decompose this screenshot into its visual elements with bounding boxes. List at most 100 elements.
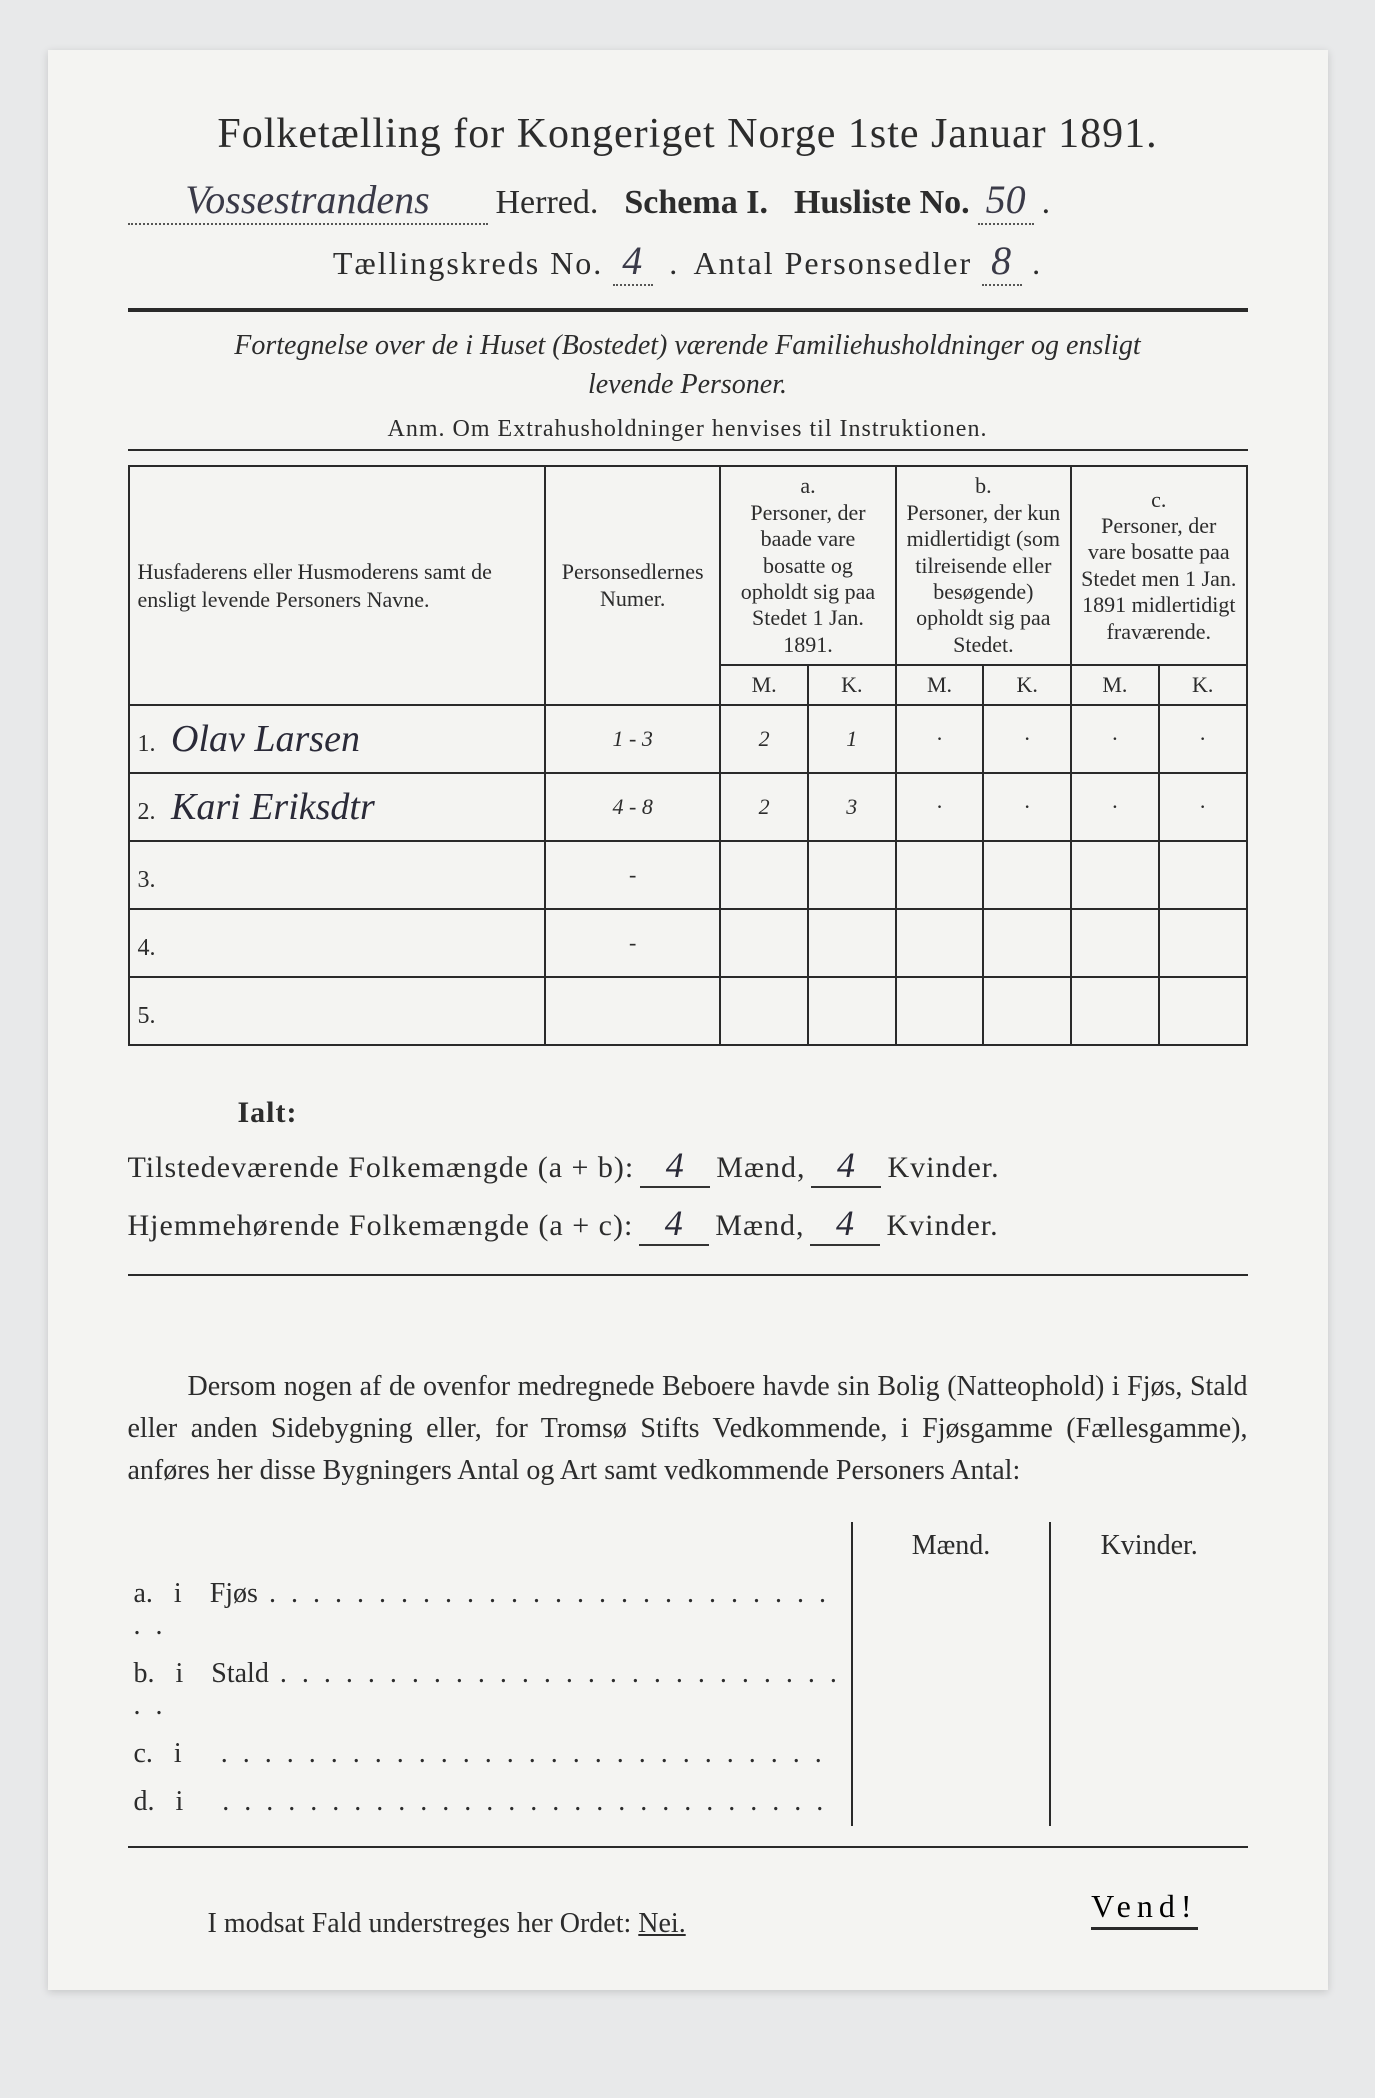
bldg-m [852,1650,1050,1730]
antal-dot: . [1032,245,1042,281]
cell-ak [808,841,896,909]
cell-cm [1071,909,1159,977]
cell-ck [1159,909,1247,977]
anm-note: Anm. Om Extrahusholdninger henvises til … [128,416,1248,443]
kreds-sep: . [669,245,679,281]
th-bm: M. [896,665,984,705]
antal-no: 8 [982,237,1022,286]
bldg-m [852,1730,1050,1778]
table-row: 5. [129,977,1247,1045]
page-title: Folketælling for Kongeriget Norge 1ste J… [128,110,1248,158]
rule [128,308,1248,312]
cell-bm: · [896,705,984,773]
th-a-text: Personer, der baade vare bosatte og opho… [729,500,886,658]
row-num: 3. [138,867,166,894]
cell-bk [983,841,1071,909]
building-table: Mænd. Kvinder. a. i Fjøs . . . . . . . .… [128,1522,1248,1826]
cell-ak [808,977,896,1045]
row-num: 1. [138,731,166,758]
census-form-page: Folketælling for Kongeriget Norge 1ste J… [48,50,1328,1990]
bldg-k [1050,1570,1248,1650]
cell-am: 2 [720,773,808,841]
th-a: a. Personer, der baade vare bosatte og o… [720,466,895,665]
bldg-m [852,1570,1050,1650]
cell-cm: · [1071,705,1159,773]
th-b: b. Personer, der kun midlertidigt (som t… [896,466,1071,665]
table-row: 1. Olav Larsen1 - 321···· [129,705,1247,773]
footer-line: I modsat Fald understreges her Ordet: Ne… [128,1908,1248,1940]
present-m: 4 [640,1144,710,1188]
home-label: Hjemmehørende Folkemængde (a + c): [128,1209,634,1243]
kvinder-label: Kvinder. [887,1151,999,1185]
herred-name: Vossestrandens [128,176,488,225]
personsedler-num: - [545,909,720,977]
cell-cm: · [1071,773,1159,841]
th-ck: K. [1159,665,1247,705]
cell-ck [1159,977,1247,1045]
personsedler-num: - [545,841,720,909]
th-am: M. [720,665,808,705]
cell-cm [1071,841,1159,909]
bldg-label: b. i Stald . . . . . . . . . . . . . . .… [128,1650,853,1730]
present-k: 4 [811,1144,881,1188]
bldg-label: c. i . . . . . . . . . . . . . . . . . .… [128,1730,853,1778]
home-k: 4 [810,1202,880,1246]
cell-cm [1071,977,1159,1045]
th-name: Husfaderens eller Husmoderens samt de en… [129,466,546,705]
bldg-label: d. i . . . . . . . . . . . . . . . . . .… [128,1778,853,1826]
th-cm: M. [1071,665,1159,705]
bldg-k [1050,1650,1248,1730]
totals-block: Ialt: Tilstedeværende Folkemængde (a + b… [128,1096,1248,1246]
bldg-label: a. i Fjøs . . . . . . . . . . . . . . . … [128,1570,853,1650]
cell-ak: 1 [808,705,896,773]
kvinder-label: Kvinder. [886,1209,998,1243]
th-ak: K. [808,665,896,705]
ialt-label: Ialt: [238,1096,1248,1130]
cell-ck [1159,841,1247,909]
th-b-letter: b. [905,473,1062,499]
husliste-label: Husliste No. [794,184,970,222]
cell-ck: · [1159,705,1247,773]
personsedler-num [545,977,720,1045]
th-num: Personsedlernes Numer. [545,466,720,705]
cell-bm [896,841,984,909]
personsedler-num: 4 - 8 [545,773,720,841]
bldg-row: b. i Stald . . . . . . . . . . . . . . .… [128,1650,1248,1730]
cell-ck: · [1159,773,1247,841]
row-num: 2. [138,799,166,826]
cell-bk: · [983,773,1071,841]
table-row: 3. - [129,841,1247,909]
vend-label: Vend! [1091,1888,1197,1930]
kreds-no: 4 [613,237,653,286]
row-num: 5. [138,1003,166,1030]
th-c: c. Personer, der vare bosatte paa Stedet… [1071,466,1246,665]
cell-am [720,841,808,909]
rule [128,449,1248,451]
person-name: Kari Eriksdtr [171,786,375,828]
bldg-row: a. i Fjøs . . . . . . . . . . . . . . . … [128,1570,1248,1650]
schema-label: Schema I. [624,184,768,222]
kreds-line: Tællingskreds No. 4 . Antal Personsedler… [128,237,1248,286]
antal-label: Antal Personsedler [694,245,973,281]
maend-label: Mænd, [716,1151,805,1185]
table-row: 2. Kari Eriksdtr4 - 823···· [129,773,1247,841]
subtitle-line2: levende Personer. [588,369,787,400]
building-paragraph: Dersom nogen af de ovenfor medregnede Be… [128,1366,1248,1492]
cell-bk [983,909,1071,977]
home-line: Hjemmehørende Folkemængde (a + c): 4 Mæn… [128,1202,1248,1246]
present-line: Tilstedeværende Folkemængde (a + b): 4 M… [128,1144,1248,1188]
cell-bm: · [896,773,984,841]
footer-text: I modsat Fald understreges her Ordet: [208,1908,632,1939]
bldg-kvinder: Kvinder. [1050,1522,1248,1570]
cell-bk [983,977,1071,1045]
th-c-letter: c. [1080,487,1237,513]
bldg-row: d. i . . . . . . . . . . . . . . . . . .… [128,1778,1248,1826]
cell-am [720,977,808,1045]
home-m: 4 [639,1202,709,1246]
cell-bm [896,977,984,1045]
person-name: Olav Larsen [171,718,360,760]
th-c-text: Personer, der vare bosatte paa Stedet me… [1080,513,1237,645]
bldg-maend: Mænd. [852,1522,1050,1570]
subtitle-line1: Fortegnelse over de i Huset (Bostedet) v… [234,330,1140,361]
th-a-letter: a. [729,473,886,499]
